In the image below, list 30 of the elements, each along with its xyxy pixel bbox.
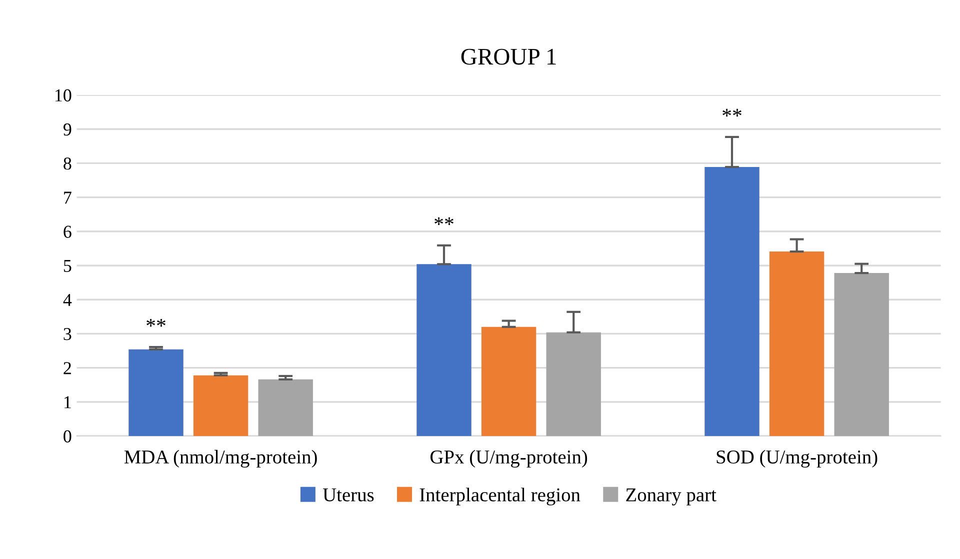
bar bbox=[128, 349, 184, 436]
y-tick-label: 3 bbox=[64, 328, 72, 340]
y-tick-label: 10 bbox=[55, 89, 72, 102]
y-tick-label: 2 bbox=[64, 362, 71, 374]
bar bbox=[834, 273, 889, 436]
y-tick-label: 7 bbox=[64, 192, 72, 204]
bar bbox=[416, 264, 472, 436]
bar bbox=[769, 252, 824, 436]
annotation: ** bbox=[146, 318, 166, 327]
bar bbox=[258, 379, 313, 436]
y-tick-label: 9 bbox=[63, 123, 72, 136]
bar bbox=[704, 166, 760, 436]
y-tick-label: 4 bbox=[63, 294, 72, 306]
bar bbox=[546, 332, 601, 436]
x-tick-label: MDA (nmol/mg-protein) bbox=[124, 450, 317, 468]
bar bbox=[193, 375, 248, 436]
x-tick-label: GPx (U/mg-protein) bbox=[430, 450, 588, 468]
y-tick-label: 1 bbox=[64, 396, 71, 408]
y-tick-label: 5 bbox=[64, 260, 72, 272]
chart-title: GROUP 1 bbox=[461, 48, 556, 65]
legend-label: Uterus bbox=[322, 488, 374, 502]
y-tick-label: 6 bbox=[64, 226, 72, 238]
legend-label: Zonary part bbox=[626, 488, 716, 506]
y-tick-label: 8 bbox=[64, 157, 72, 170]
legend-label: Interplacental region bbox=[420, 488, 580, 506]
bar bbox=[481, 326, 536, 436]
annotation: ** bbox=[722, 108, 742, 117]
y-tick-label: 0 bbox=[64, 430, 72, 442]
x-tick-label: SOD (U/mg-protein) bbox=[716, 450, 878, 468]
annotation: ** bbox=[434, 217, 454, 225]
